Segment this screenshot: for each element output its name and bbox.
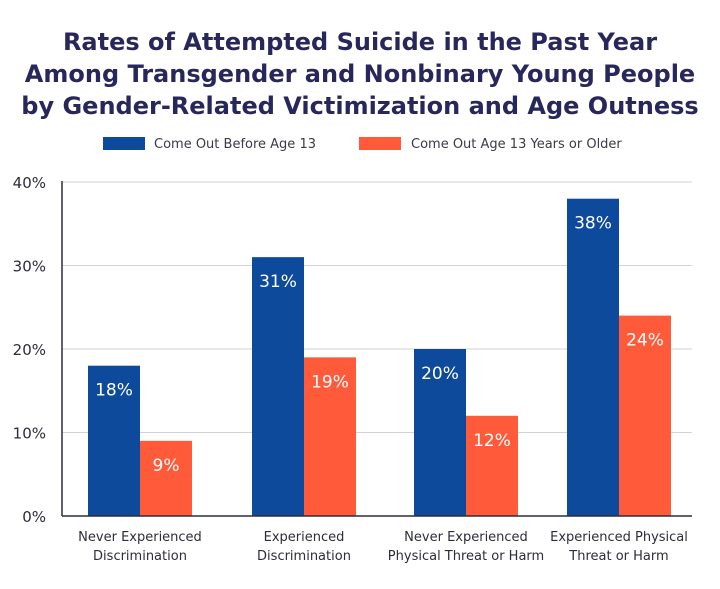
y-axis-ticks: 0% 10% 20% 30% 40% [13,174,46,526]
data-label-series1-cat1: 18% [95,381,133,401]
category-label-2-line-2: Discrimination [257,549,351,564]
legend-swatch-2 [359,137,401,150]
title-line-2: Among Transgender and Nonbinary Young Pe… [25,60,695,88]
bar-series1-cat1 [88,365,140,516]
bar-series2-cat4 [619,315,671,516]
bars [88,198,671,516]
axes [61,181,692,517]
legend-label-1: Come Out Before Age 13 [154,137,316,152]
bar-series1-cat3 [414,349,466,516]
legend: Come Out Before Age 13 Come Out Age 13 Ye… [103,137,622,152]
category-label-1-line-2: Discrimination [93,549,187,564]
bar-series1-cat4 [567,198,619,516]
category-label-3-line-2: Physical Threat or Harm [388,549,544,564]
legend-swatch-1 [103,137,145,150]
bar-series2-cat1 [140,440,192,516]
y-tick-label-40: 40% [13,174,46,192]
category-label-2-line-1: Experienced [264,530,345,545]
category-label-4-line-1: Experienced Physical [550,530,688,545]
bar-series1-cat2 [252,257,304,516]
x-axis-categories: Never Experienced Discrimination Experienc… [78,530,688,564]
category-label-1-line-1: Never Experienced [78,530,202,545]
category-label-4-line-2: Threat or Harm [568,549,668,564]
bar-series2-cat2 [304,357,356,516]
data-label-series1-cat4: 38% [574,214,612,234]
data-label-series2-cat1: 9% [153,456,180,476]
title-line-1: Rates of Attempted Suicide in the Past Y… [63,28,657,56]
bar-series2-cat3 [466,415,518,516]
data-label-series1-cat3: 20% [421,364,459,384]
category-label-3-line-1: Never Experienced [404,530,528,545]
y-tick-label-0: 0% [22,508,46,526]
chart-title: Rates of Attempted Suicide in the Past Y… [21,28,698,120]
y-tick-label-20: 20% [13,341,46,359]
y-tick-label-30: 30% [13,258,46,276]
legend-label-2: Come Out Age 13 Years or Older [411,137,622,152]
data-label-series1-cat2: 31% [259,272,297,292]
y-tick-label-10: 10% [13,425,46,443]
data-label-series2-cat4: 24% [626,331,664,351]
data-label-series2-cat3: 12% [473,431,511,451]
title-line-3: by Gender-Related Victimization and Age … [21,92,698,120]
data-labels: 18% 31% 20% 38% 9% 19% 12% 24% [95,214,664,476]
data-label-series2-cat2: 19% [311,372,349,392]
